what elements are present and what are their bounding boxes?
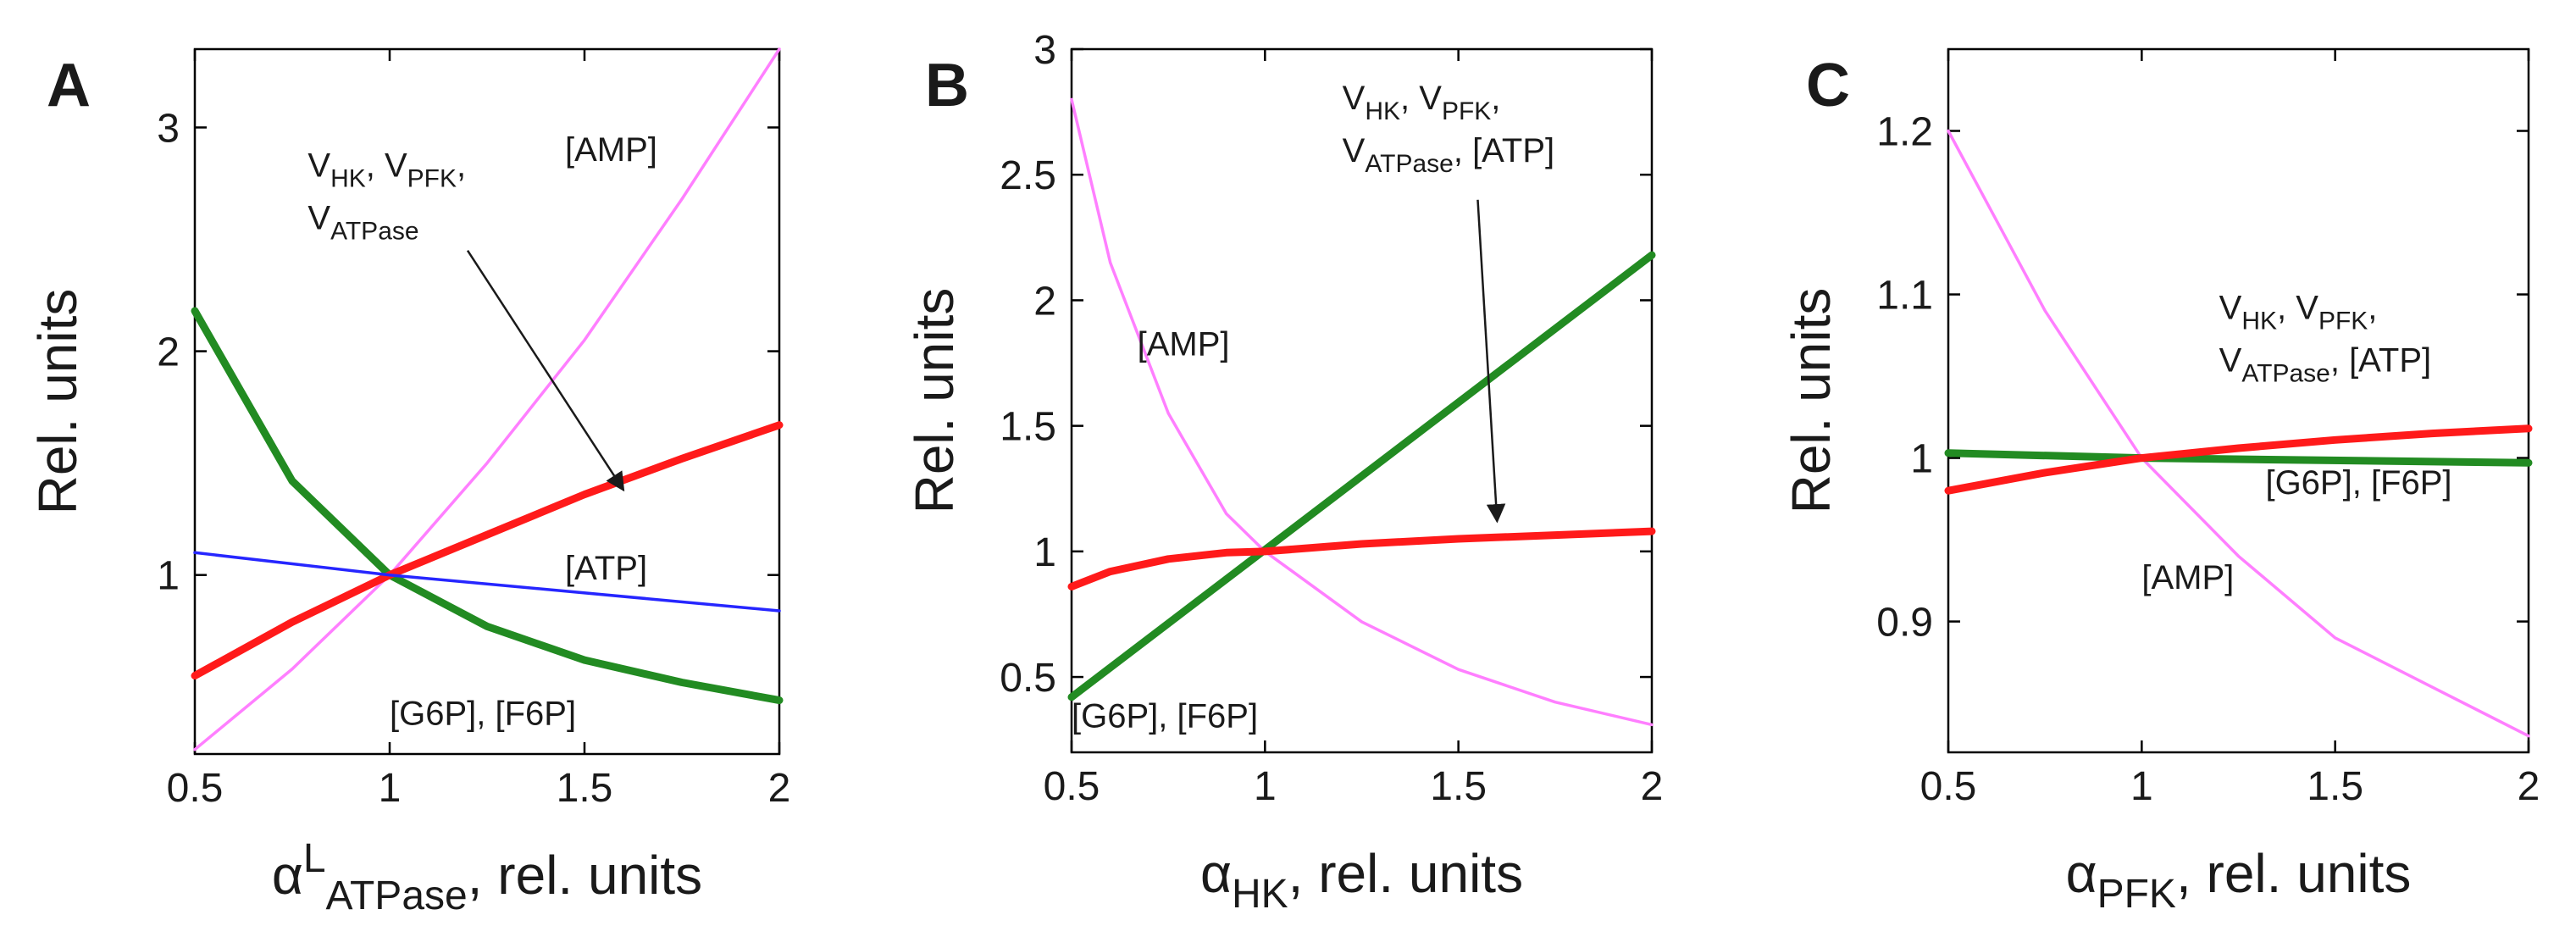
annotation-text: , [ATP] (2330, 341, 2431, 379)
y-tick-label: 1 (157, 554, 180, 599)
x-axis-label: αHK, rel. units (1200, 843, 1523, 917)
y-tick-label: 0.9 (1876, 601, 1933, 646)
annotation-g6p: [G6P], [F6P] (390, 696, 576, 733)
annotation-v-line: VHK, VPFK, (307, 147, 466, 193)
annotation-subscript: PFK (1442, 97, 1491, 125)
series-line-g6p-f6p (191, 307, 784, 705)
x-axis-units: , rel. units (468, 845, 702, 906)
annotation-text: , [ATP] (1454, 132, 1554, 169)
x-tick-label: 1.5 (557, 766, 613, 811)
annotation-v-line: VHK, VPFK, (1343, 80, 1501, 125)
y-axis-label: Rel. units (27, 289, 88, 515)
x-tick-label: 1.5 (1430, 764, 1487, 809)
x-axis-symbol: α (1200, 843, 1232, 904)
x-axis-subscript: HK (1232, 872, 1288, 917)
panel-letter: A (47, 52, 91, 119)
x-axis-subscript: ATPase (326, 873, 468, 918)
annotation-v-line: VATPase, [ATP] (2219, 341, 2431, 387)
annotation-text: V (1343, 132, 1366, 169)
annotation-text: V (2219, 341, 2242, 379)
y-tick-label: 1.2 (1876, 110, 1933, 155)
y-tick-label: 1 (1033, 530, 1056, 575)
x-axis-symbol: α (272, 845, 303, 906)
series-line-v-hk-v-pfk-v-atpase (191, 421, 784, 680)
annotation-text: , V (1400, 80, 1442, 117)
y-tick-label: 1.1 (1876, 274, 1933, 319)
annotation-subscript: PFK (407, 165, 457, 193)
y-tick-label: 2 (157, 330, 180, 375)
y-tick-label: 0.5 (1000, 656, 1056, 701)
y-tick-label: 2.5 (1000, 153, 1056, 198)
annotation-g6p: [G6P], [F6P] (1072, 697, 1258, 735)
annotation-text: V (1343, 80, 1366, 117)
panel-letter: B (925, 52, 969, 119)
annotation-text: , V (2277, 289, 2318, 326)
annotation-atp: [ATP] (565, 550, 647, 587)
y-tick-label: 1 (1910, 437, 1933, 482)
annotation-subscript: ATPase (2241, 359, 2330, 387)
x-tick-label: 2 (1641, 764, 1664, 809)
series-line-v-hk-v-pfk-v-atpase-atp (1944, 424, 2533, 495)
x-axis-label: αPFK, rel. units (2066, 843, 2412, 917)
annotation-subscript: HK (1365, 97, 1400, 125)
series-line-amp (193, 47, 781, 751)
y-axis-label: Rel. units (904, 288, 965, 514)
y-axis-label: Rel. units (1781, 288, 1842, 514)
annotation-text: V (307, 147, 330, 185)
plot-frame (1070, 47, 1654, 754)
annotation-subscript: ATPase (330, 218, 419, 246)
x-tick-label: 1 (379, 766, 402, 811)
annotation-v-line: VATPase, [ATP] (1343, 132, 1554, 178)
annotation-amp: [AMP] (565, 131, 657, 169)
annotation-subscript: PFK (2318, 307, 2368, 335)
annotation-text: , (1491, 80, 1500, 117)
series-line-amp (1947, 129, 2530, 738)
annotation-arrow (466, 250, 625, 492)
x-tick-label: 1 (1254, 764, 1277, 809)
annotation-text: , (2368, 289, 2377, 326)
x-tick-label: 0.5 (1044, 764, 1100, 809)
x-tick-label: 0.5 (1920, 764, 1977, 809)
series-line-atp (193, 551, 781, 613)
plot-frame (193, 47, 781, 756)
annotation-subscript: ATPase (1365, 150, 1454, 178)
annotation-g6p: [G6P], [F6P] (2265, 464, 2451, 502)
annotation-text: , (457, 147, 466, 185)
x-tick-label: 0.5 (167, 766, 224, 811)
panel-letter: C (1806, 52, 1850, 119)
y-tick-label: 1.5 (1000, 405, 1056, 450)
x-axis-superscript: L (303, 836, 326, 881)
x-axis-label: αLATPase, rel. units (272, 836, 702, 918)
annotation-arrow (1476, 199, 1506, 524)
annotation-v-line: VHK, VPFK, (2219, 289, 2378, 335)
x-tick-label: 1.5 (2307, 764, 2363, 809)
plot-frame (1947, 47, 2530, 754)
annotation-text: , V (366, 147, 407, 185)
y-tick-label: 3 (1033, 28, 1056, 73)
annotation-text: V (2219, 289, 2242, 326)
annotation-v-line: VATPase (307, 200, 418, 246)
y-tick-label: 3 (157, 106, 180, 151)
series-line-g6p-f6p (1944, 449, 2533, 467)
annotation-subscript: HK (330, 165, 366, 193)
annotation-amp: [AMP] (2141, 559, 2234, 596)
annotation-subscript: HK (2241, 307, 2277, 335)
x-axis-subscript: PFK (2097, 872, 2176, 917)
x-tick-label: 2 (2518, 764, 2540, 809)
x-axis-units: , rel. units (1288, 843, 1523, 904)
annotation-amp: [AMP] (1138, 326, 1230, 363)
x-axis-symbol: α (2066, 843, 2097, 904)
x-axis-units: , rel. units (2176, 843, 2411, 904)
x-tick-label: 1 (2130, 764, 2153, 809)
series-line-v-hk-v-pfk-v-atpase-atp (1067, 527, 1656, 591)
x-tick-label: 2 (768, 766, 791, 811)
annotation-text: V (307, 200, 330, 237)
series-line-g6p-f6p (1067, 251, 1656, 701)
y-tick-label: 2 (1033, 279, 1056, 324)
